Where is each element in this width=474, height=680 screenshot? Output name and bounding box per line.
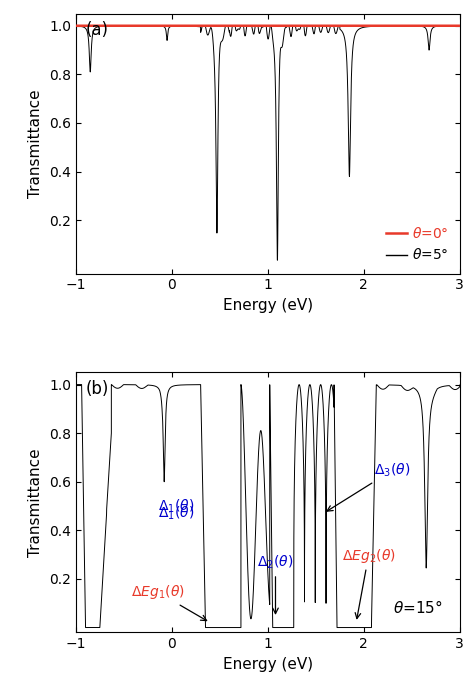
- X-axis label: Energy (eV): Energy (eV): [223, 657, 313, 672]
- Text: $\Delta Eg_1(\theta)$: $\Delta Eg_1(\theta)$: [130, 583, 207, 621]
- Text: $\Delta Eg_2(\theta)$: $\Delta Eg_2(\theta)$: [342, 547, 395, 619]
- Y-axis label: Transmittance: Transmittance: [28, 89, 44, 198]
- Text: (a): (a): [85, 21, 109, 39]
- Text: $\theta$=15°: $\theta$=15°: [392, 599, 442, 616]
- Text: $\Delta_2(\theta)$: $\Delta_2(\theta)$: [257, 554, 293, 613]
- X-axis label: Energy (eV): Energy (eV): [223, 298, 313, 313]
- Text: $\Delta_1(\theta)$: $\Delta_1(\theta)$: [158, 505, 195, 522]
- Text: $\Delta_3(\theta)$: $\Delta_3(\theta)$: [327, 462, 411, 511]
- Legend: $\theta$=0°, $\theta$=5°: $\theta$=0°, $\theta$=5°: [382, 222, 453, 267]
- Text: (b): (b): [85, 380, 109, 398]
- Y-axis label: Transmittance: Transmittance: [28, 448, 44, 557]
- Text: $\Delta_1(\theta)$: $\Delta_1(\theta)$: [158, 498, 195, 515]
